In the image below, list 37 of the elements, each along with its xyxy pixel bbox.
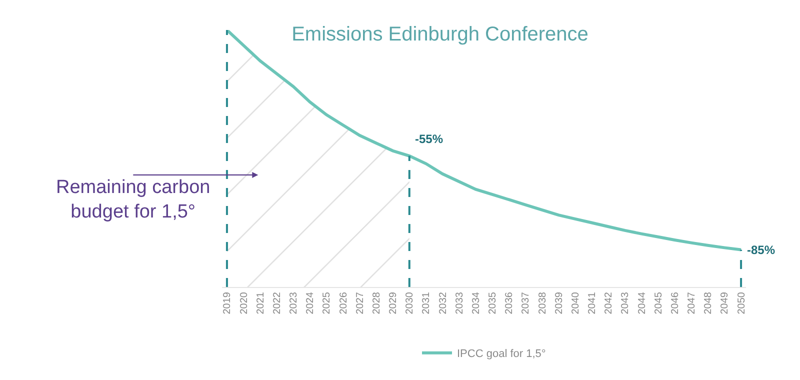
x-tick-label: 2039	[554, 292, 565, 314]
text: Remaining carbon budget for 1,5°	[56, 177, 210, 223]
x-tick-label: 2035	[488, 292, 499, 314]
x-tick-label: 2040	[570, 292, 582, 314]
annotation: -85%	[747, 243, 776, 257]
chart-title: Emissions Edinburgh Conference	[292, 24, 588, 46]
x-tick-label: 2024	[305, 292, 316, 314]
x-tick-label: 2033	[454, 292, 466, 314]
x-tick-label: 2026	[338, 292, 350, 314]
x-tick-label: 2027	[354, 292, 366, 314]
x-tick-label: 2036	[504, 292, 516, 314]
x-tick-label: 2038	[537, 292, 548, 314]
annotation: -55%	[415, 132, 444, 146]
x-tick-label: 2029	[388, 292, 400, 314]
legend-label: IPCC goal for 1,5°	[457, 348, 546, 360]
x-tick-label: 2041	[587, 292, 598, 314]
x-tick-label: 2021	[255, 292, 266, 314]
x-tick-label: 2034	[470, 292, 482, 314]
x-tick-label: 2022	[272, 292, 283, 314]
x-tick-label: 2044	[636, 292, 648, 314]
x-tick-label: 2037	[520, 292, 532, 314]
x-tick-label: 2049	[720, 292, 731, 314]
x-tick-label: 2020	[238, 292, 250, 314]
x-tick-label: 2050	[736, 292, 748, 314]
x-tick-label: 2028	[371, 292, 382, 314]
x-tick-label: 2043	[620, 292, 632, 314]
x-tick-label: 2030	[404, 292, 416, 314]
x-tick-label: 2032	[438, 292, 449, 314]
x-tick-label: 2048	[703, 292, 714, 314]
x-tick-label: 2019	[222, 292, 234, 314]
x-tick-label: 2042	[604, 292, 615, 314]
x-tick-label: 2025	[322, 292, 333, 314]
x-tick-label: 2045	[653, 292, 664, 314]
x-tick-label: 2023	[288, 292, 300, 314]
x-tick-label: 2047	[686, 292, 698, 314]
x-tick-label: 2031	[421, 292, 432, 314]
x-tick-label: 2046	[670, 292, 681, 314]
